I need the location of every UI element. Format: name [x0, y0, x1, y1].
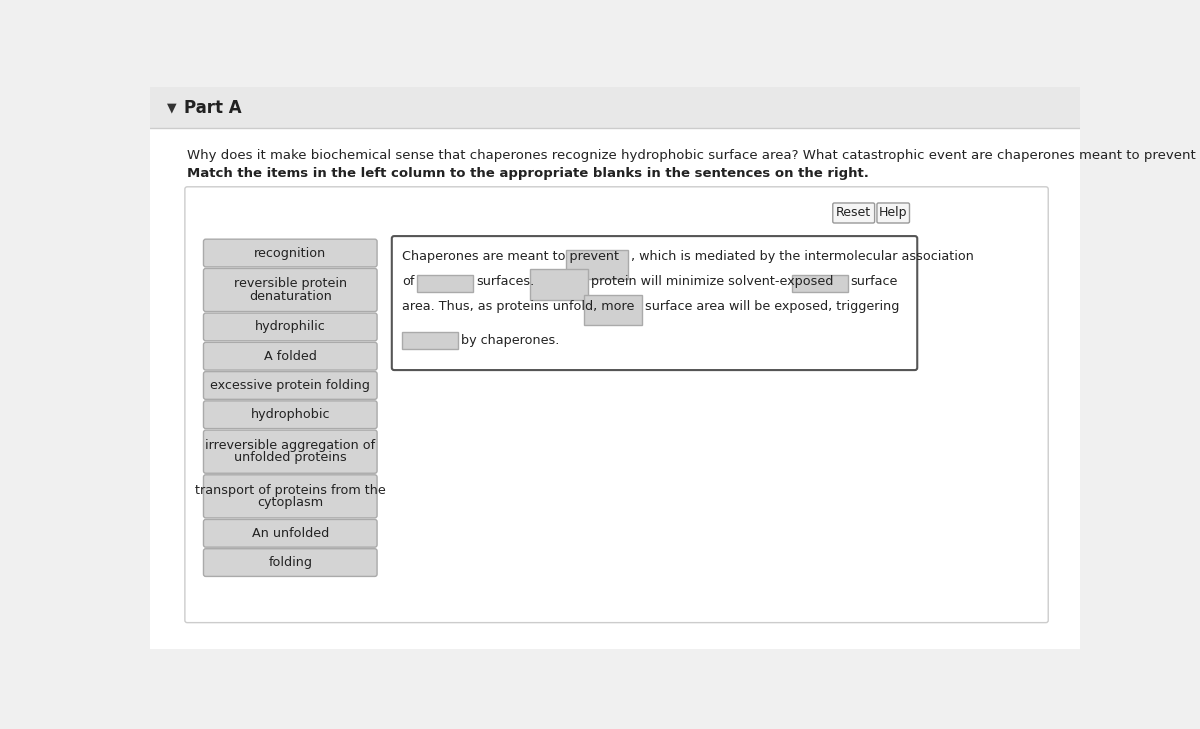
Text: surface: surface [851, 275, 898, 288]
Text: cytoplasm: cytoplasm [257, 496, 323, 509]
FancyBboxPatch shape [833, 203, 875, 223]
Text: unfolded proteins: unfolded proteins [234, 451, 347, 464]
FancyBboxPatch shape [204, 401, 377, 429]
FancyBboxPatch shape [204, 549, 377, 577]
FancyBboxPatch shape [418, 275, 473, 292]
FancyBboxPatch shape [391, 236, 917, 370]
Text: by chaperones.: by chaperones. [461, 334, 559, 346]
Text: , which is mediated by the intermolecular association: , which is mediated by the intermolecula… [631, 250, 974, 263]
Text: surfaces.: surfaces. [476, 275, 534, 288]
FancyBboxPatch shape [204, 313, 377, 341]
FancyBboxPatch shape [204, 343, 377, 370]
Text: irreversible aggregation of: irreversible aggregation of [205, 439, 376, 452]
Text: Chaperones are meant to prevent: Chaperones are meant to prevent [402, 250, 619, 263]
Text: denaturation: denaturation [248, 289, 331, 303]
FancyBboxPatch shape [402, 332, 457, 349]
Text: Match the items in the left column to the appropriate blanks in the sentences on: Match the items in the left column to th… [187, 167, 869, 180]
FancyBboxPatch shape [204, 372, 377, 399]
FancyBboxPatch shape [792, 275, 847, 292]
Text: Why does it make biochemical sense that chaperones recognize hydrophobic surface: Why does it make biochemical sense that … [187, 149, 1200, 162]
Text: surface area will be exposed, triggering: surface area will be exposed, triggering [646, 300, 900, 313]
Text: hydrophobic: hydrophobic [251, 408, 330, 421]
Text: An unfolded: An unfolded [252, 527, 329, 539]
Text: reversible protein: reversible protein [234, 277, 347, 290]
Text: area. Thus, as proteins unfold, more: area. Thus, as proteins unfold, more [402, 300, 635, 313]
FancyBboxPatch shape [204, 268, 377, 311]
FancyBboxPatch shape [584, 295, 642, 324]
Bar [150, 87, 1080, 128]
Text: excessive protein folding: excessive protein folding [210, 379, 371, 392]
Text: A folded: A folded [264, 350, 317, 363]
Text: recognition: recognition [254, 246, 326, 260]
FancyBboxPatch shape [204, 520, 377, 547]
FancyBboxPatch shape [204, 475, 377, 518]
FancyBboxPatch shape [529, 269, 588, 300]
Text: transport of proteins from the: transport of proteins from the [194, 483, 385, 496]
Text: hydrophilic: hydrophilic [254, 321, 325, 333]
FancyBboxPatch shape [204, 430, 377, 473]
FancyBboxPatch shape [185, 187, 1049, 623]
FancyBboxPatch shape [204, 239, 377, 267]
Text: Part A: Part A [184, 99, 241, 117]
Text: Reset: Reset [836, 206, 871, 219]
FancyBboxPatch shape [566, 250, 628, 279]
Text: protein will minimize solvent-exposed: protein will minimize solvent-exposed [590, 275, 833, 288]
FancyBboxPatch shape [877, 203, 910, 223]
Text: of: of [402, 275, 414, 288]
Text: folding: folding [269, 556, 312, 569]
Text: Help: Help [878, 206, 907, 219]
Text: ▼: ▼ [167, 102, 176, 114]
